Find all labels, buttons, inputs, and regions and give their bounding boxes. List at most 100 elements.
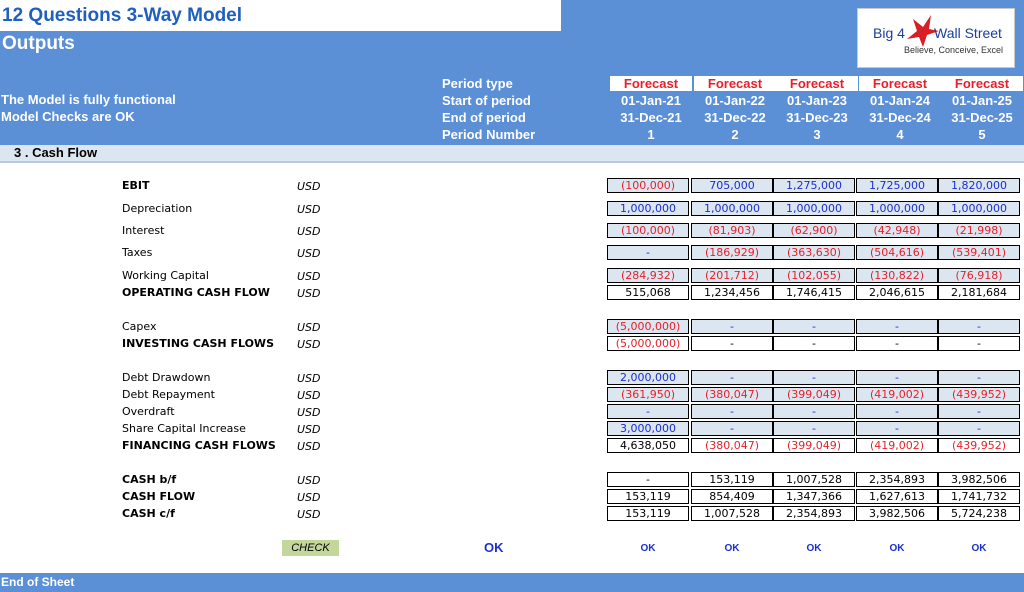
table-cell[interactable]: (21,998)	[938, 223, 1020, 238]
table-cell[interactable]: (186,929)	[691, 245, 773, 260]
table-cell[interactable]: 854,409	[691, 489, 773, 504]
table-cell[interactable]: 1,000,000	[773, 201, 855, 216]
table-cell[interactable]: 3,982,506	[856, 506, 938, 521]
logo-big4-text: Big 4	[873, 25, 905, 41]
table-cell[interactable]: -	[856, 404, 938, 419]
table-cell[interactable]: -	[773, 336, 855, 351]
table-cell[interactable]: -	[938, 319, 1020, 334]
table-cell[interactable]: -	[691, 370, 773, 385]
table-cell[interactable]: -	[856, 336, 938, 351]
table-cell[interactable]: 1,746,415	[773, 285, 855, 300]
table-cell[interactable]: 3,000,000	[607, 421, 689, 436]
row-unit: USD	[297, 372, 321, 385]
table-cell[interactable]: (380,047)	[691, 438, 773, 453]
table-cell[interactable]: -	[938, 404, 1020, 419]
table-cell[interactable]: -	[856, 319, 938, 334]
table-cell[interactable]: (363,630)	[773, 245, 855, 260]
table-cell[interactable]: -	[691, 336, 773, 351]
table-cell[interactable]: 153,119	[607, 506, 689, 521]
table-cell[interactable]: 1,627,613	[856, 489, 938, 504]
table-cell[interactable]: 1,000,000	[938, 201, 1020, 216]
table-cell[interactable]: 1,741,732	[938, 489, 1020, 504]
table-cell[interactable]: 1,275,000	[773, 178, 855, 193]
table-cell[interactable]: 2,000,000	[607, 370, 689, 385]
table-cell[interactable]: 2,354,893	[856, 472, 938, 487]
table-cell[interactable]: 1,725,000	[856, 178, 938, 193]
table-cell[interactable]: -	[773, 421, 855, 436]
row-label: Taxes	[122, 246, 153, 259]
table-cell[interactable]: -	[607, 245, 689, 260]
table-cell[interactable]: (201,712)	[691, 268, 773, 283]
table-cell[interactable]: 1,007,528	[691, 506, 773, 521]
row-unit: USD	[297, 423, 321, 436]
table-cell[interactable]: -	[938, 370, 1020, 385]
table-cell[interactable]: (100,000)	[607, 178, 689, 193]
table-cell[interactable]: 1,347,366	[773, 489, 855, 504]
table-cell[interactable]: (100,000)	[607, 223, 689, 238]
table-cell[interactable]: (42,948)	[856, 223, 938, 238]
table-cell[interactable]: (439,952)	[938, 387, 1020, 402]
period-end-1: 31-Dec-21	[620, 110, 682, 125]
section-header: 3 . Cash Flow	[0, 145, 1024, 163]
table-cell[interactable]: -	[938, 336, 1020, 351]
page-subtitle: Outputs	[2, 33, 75, 54]
table-cell[interactable]: (399,049)	[773, 387, 855, 402]
table-cell[interactable]: (5,000,000)	[607, 319, 689, 334]
period-num-1: 1	[647, 127, 655, 142]
table-cell[interactable]: -	[691, 319, 773, 334]
table-cell[interactable]: 1,000,000	[856, 201, 938, 216]
table-cell[interactable]: 1,000,000	[607, 201, 689, 216]
table-cell[interactable]: 153,119	[607, 489, 689, 504]
row-label: CASH c/f	[122, 507, 175, 520]
table-cell[interactable]: (102,055)	[773, 268, 855, 283]
row-unit: USD	[297, 203, 321, 216]
check-button[interactable]: CHECK	[282, 540, 339, 556]
table-cell[interactable]: -	[938, 421, 1020, 436]
table-cell[interactable]: (539,401)	[938, 245, 1020, 260]
period-start-3: 01-Jan-23	[787, 93, 847, 108]
row-label: FINANCING CASH FLOWS	[122, 439, 276, 452]
table-cell[interactable]: 5,724,238	[938, 506, 1020, 521]
table-cell[interactable]: 515,068	[607, 285, 689, 300]
table-cell[interactable]: 2,181,684	[938, 285, 1020, 300]
row-unit: USD	[297, 180, 321, 193]
table-cell[interactable]: 1,234,456	[691, 285, 773, 300]
table-cell[interactable]: -	[691, 421, 773, 436]
table-cell[interactable]: (419,002)	[856, 438, 938, 453]
table-cell[interactable]: -	[607, 472, 689, 487]
table-cell[interactable]: -	[607, 404, 689, 419]
table-cell[interactable]: (504,616)	[856, 245, 938, 260]
table-cell[interactable]: -	[856, 370, 938, 385]
period-start-1: 01-Jan-21	[621, 93, 681, 108]
table-cell[interactable]: (5,000,000)	[607, 336, 689, 351]
table-cell[interactable]: -	[773, 404, 855, 419]
table-cell[interactable]: -	[856, 421, 938, 436]
table-cell[interactable]: (76,918)	[938, 268, 1020, 283]
table-cell[interactable]: 1,000,000	[691, 201, 773, 216]
period-type-3: Forecast	[776, 76, 858, 91]
table-cell[interactable]: 2,354,893	[773, 506, 855, 521]
table-cell[interactable]: (81,903)	[691, 223, 773, 238]
table-cell[interactable]: (62,900)	[773, 223, 855, 238]
table-cell[interactable]: (130,822)	[856, 268, 938, 283]
table-cell[interactable]: -	[691, 404, 773, 419]
table-cell[interactable]: (439,952)	[938, 438, 1020, 453]
table-cell[interactable]: 2,046,615	[856, 285, 938, 300]
table-cell[interactable]: 705,000	[691, 178, 773, 193]
table-cell[interactable]: (399,049)	[773, 438, 855, 453]
table-cell[interactable]: -	[773, 319, 855, 334]
table-cell[interactable]: (361,950)	[607, 387, 689, 402]
start-period-label: Start of period	[442, 93, 531, 108]
table-cell[interactable]: -	[773, 370, 855, 385]
table-cell[interactable]: 4,638,050	[607, 438, 689, 453]
table-cell[interactable]: 1,820,000	[938, 178, 1020, 193]
table-cell[interactable]: 1,007,528	[773, 472, 855, 487]
period-end-3: 31-Dec-23	[786, 110, 848, 125]
table-cell[interactable]: (419,002)	[856, 387, 938, 402]
table-cell[interactable]: 153,119	[691, 472, 773, 487]
row-label: EBIT	[122, 179, 150, 192]
table-cell[interactable]: 3,982,506	[938, 472, 1020, 487]
table-cell[interactable]: (284,932)	[607, 268, 689, 283]
row-unit: USD	[297, 474, 321, 487]
table-cell[interactable]: (380,047)	[691, 387, 773, 402]
